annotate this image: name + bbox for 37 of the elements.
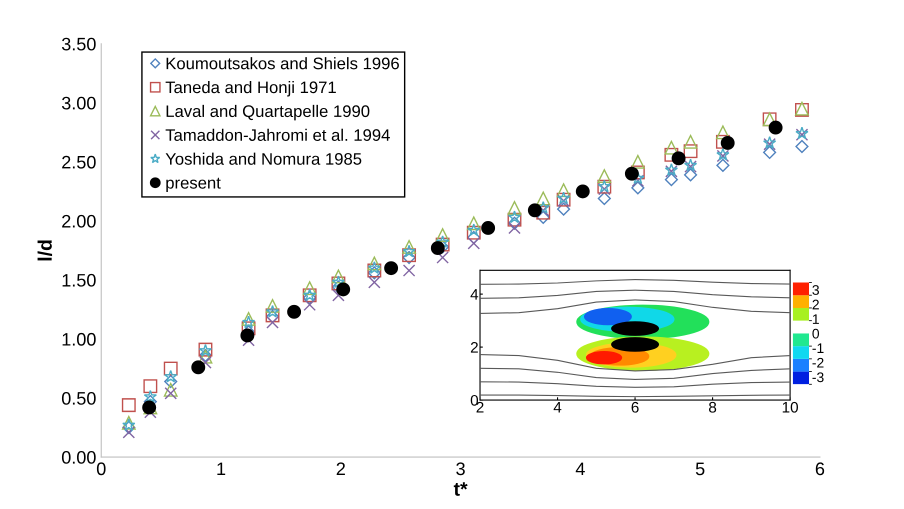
x-tick-label: 10 (782, 402, 798, 413)
x-tick-label: 2 (336, 462, 345, 476)
y-tick-label: 2 (470, 342, 478, 353)
x-tick-label: 1 (217, 462, 226, 476)
color-bar-label: 3 (812, 285, 819, 295)
x-tick-label: 5 (696, 462, 704, 476)
y-axis-title: l/d (38, 240, 52, 260)
color-bar-label: -3 (812, 372, 824, 382)
legend-label: present (166, 178, 221, 192)
legend-label: Taneda and Honji 1971 (166, 80, 336, 97)
legend-label: Tamaddon-Jahromi et al. 1994 (166, 128, 390, 141)
color-bar-label: 2 (812, 300, 819, 310)
x-tick-label: 4 (576, 462, 585, 476)
color-bar-label: -1 (812, 343, 824, 353)
x-tick-label: 4 (554, 402, 562, 413)
y-tick-label: 2.00 (62, 214, 96, 228)
y-tick-label: 2.50 (62, 156, 96, 169)
color-bar-label: -2 (812, 358, 824, 368)
y-tick-label: 0.00 (62, 451, 96, 464)
x-axis-title: t* (454, 482, 468, 496)
y-tick-label: 0 (470, 394, 478, 406)
x-tick-label: 3 (456, 462, 465, 476)
y-tick-label: 3.50 (62, 38, 96, 50)
y-tick-label: 3.00 (62, 96, 96, 110)
y-tick-label: 1.00 (62, 332, 96, 346)
y-tick-label: 0.50 (62, 392, 96, 405)
legend-label: Koumoutsakos and Shiels 1996 (166, 57, 399, 70)
color-bar-label: 1 (812, 314, 819, 324)
x-tick-label: 6 (632, 402, 639, 413)
x-tick-label: 6 (816, 462, 824, 476)
x-tick-label: 8 (708, 402, 716, 413)
color-bar-label: 0 (812, 328, 820, 339)
legend-label: Laval and Quartapelle 1990 (166, 104, 370, 120)
legend-label: Yoshida and Nomura 1985 (166, 152, 362, 165)
y-tick-label: 4 (470, 289, 478, 300)
y-tick-label: 1.50 (62, 274, 96, 287)
x-tick-label: 0 (96, 462, 106, 476)
